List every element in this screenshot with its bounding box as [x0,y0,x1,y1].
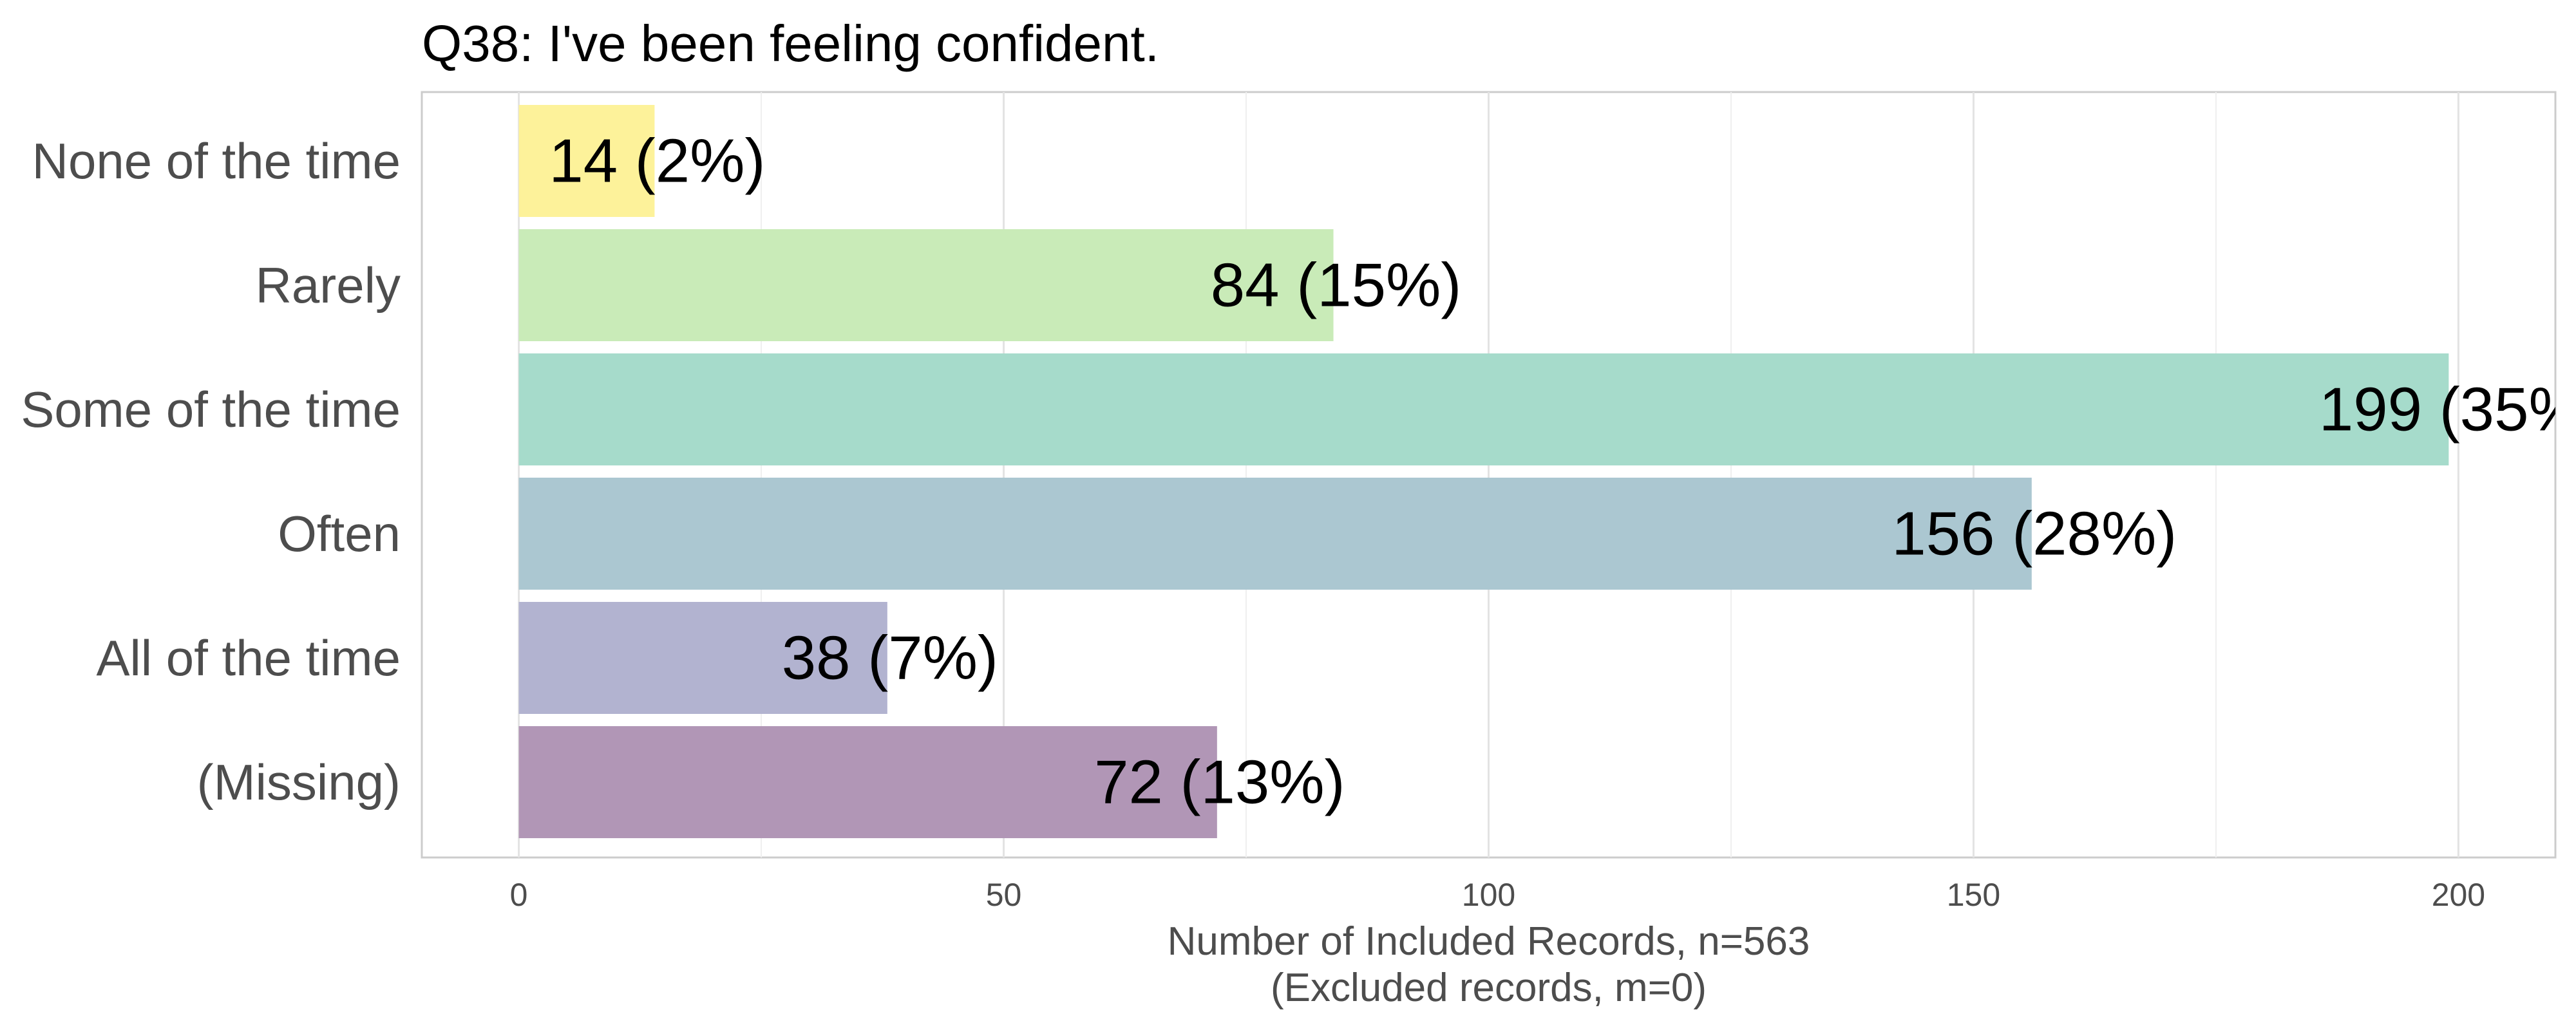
data-label: 14 (2%) [549,127,765,196]
data-label: 84 (15%) [1211,251,1462,320]
category-label: None of the time [32,133,401,189]
x-tick-label: 0 [510,877,528,913]
category-labels: None of the time Rarely Some of the time Of… [21,133,401,810]
data-label: 199 (35% [2319,375,2576,444]
bars [518,105,2449,838]
category-label: Some of the time [21,381,401,438]
bar [518,105,655,217]
data-label: 38 (7%) [782,624,998,693]
x-axis-title: Number of Included Records, n=563 [1168,919,1810,964]
data-labels: 14 (2%) 84 (15%) 199 (35% 156 (28%) 38 (7%) 7… [549,127,2576,817]
x-tick-label: 50 [986,877,1022,913]
category-label: Often [278,505,401,562]
bar [518,602,887,714]
bar [518,353,2449,465]
x-tick-label: 150 [1947,877,2000,913]
x-tick-label: 200 [2432,877,2485,913]
x-axis-subtitle: (Excluded records, m=0) [1271,966,1707,1010]
category-label: All of the time [96,630,401,686]
bar [518,229,1334,341]
category-label: Rarely [256,257,401,314]
x-tick-label: 100 [1462,877,1515,913]
data-label: 72 (13%) [1094,748,1345,817]
chart-title: Q38: I've been feeling confident. [422,15,1159,72]
bar [518,478,2032,590]
x-tick-labels: 0 50 100 150 200 [510,877,2485,913]
category-label: (Missing) [197,754,401,810]
data-label: 156 (28%) [1891,500,2177,568]
bar [518,726,1217,838]
